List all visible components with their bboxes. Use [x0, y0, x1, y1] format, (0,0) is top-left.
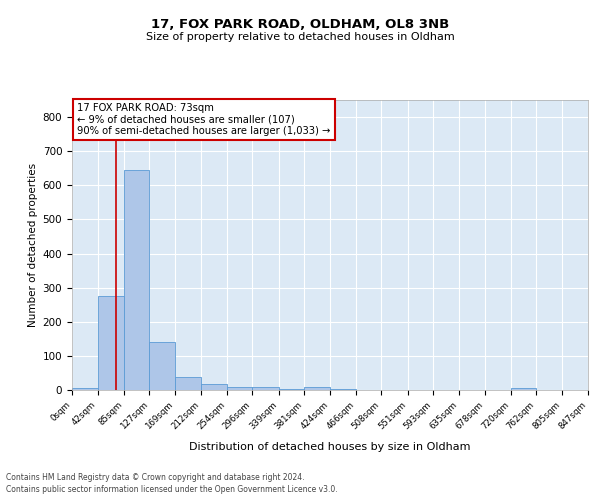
Bar — [227, 386, 253, 390]
Bar — [304, 386, 331, 390]
Bar — [72, 388, 98, 390]
Bar — [331, 389, 356, 390]
Text: Size of property relative to detached houses in Oldham: Size of property relative to detached ho… — [146, 32, 454, 42]
Bar — [253, 388, 278, 390]
Text: Distribution of detached houses by size in Oldham: Distribution of detached houses by size … — [189, 442, 471, 452]
Y-axis label: Number of detached properties: Number of detached properties — [28, 163, 38, 327]
Bar — [511, 388, 536, 390]
Bar — [201, 384, 227, 390]
Text: 17, FOX PARK ROAD, OLDHAM, OL8 3NB: 17, FOX PARK ROAD, OLDHAM, OL8 3NB — [151, 18, 449, 30]
Bar — [98, 296, 124, 390]
Bar — [175, 377, 201, 390]
Bar — [124, 170, 149, 390]
Text: Contains HM Land Registry data © Crown copyright and database right 2024.: Contains HM Land Registry data © Crown c… — [6, 472, 305, 482]
Text: Contains public sector information licensed under the Open Government Licence v3: Contains public sector information licen… — [6, 485, 338, 494]
Text: 17 FOX PARK ROAD: 73sqm
← 9% of detached houses are smaller (107)
90% of semi-de: 17 FOX PARK ROAD: 73sqm ← 9% of detached… — [77, 103, 331, 136]
Bar — [278, 389, 304, 390]
Bar — [149, 342, 175, 390]
